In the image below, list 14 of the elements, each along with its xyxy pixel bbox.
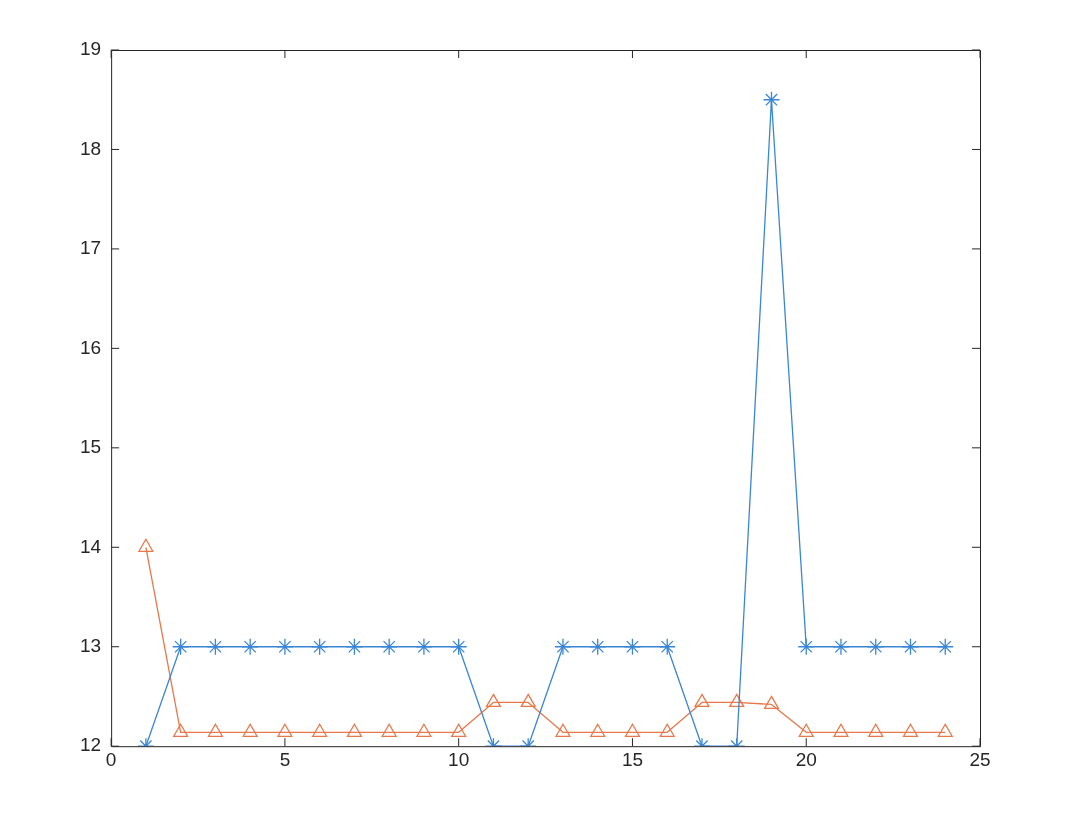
y-tick-label: 14 <box>79 535 102 557</box>
y-tick-label: 18 <box>79 137 102 159</box>
x-tick-label: 10 <box>448 748 470 770</box>
x-tick-label: 20 <box>795 748 817 770</box>
y-tick-label: 19 <box>79 38 102 60</box>
x-tick-label: 0 <box>105 748 117 770</box>
x-tick-label: 5 <box>279 748 291 770</box>
y-tick-label: 13 <box>79 634 102 656</box>
x-tick-label: 25 <box>969 748 991 770</box>
x-tick-label: 15 <box>621 748 644 770</box>
y-tick-label: 12 <box>79 734 102 756</box>
y-tick-label: 15 <box>79 436 102 458</box>
y-tick-label: 17 <box>79 237 102 259</box>
y-tick-label: 16 <box>79 336 102 358</box>
